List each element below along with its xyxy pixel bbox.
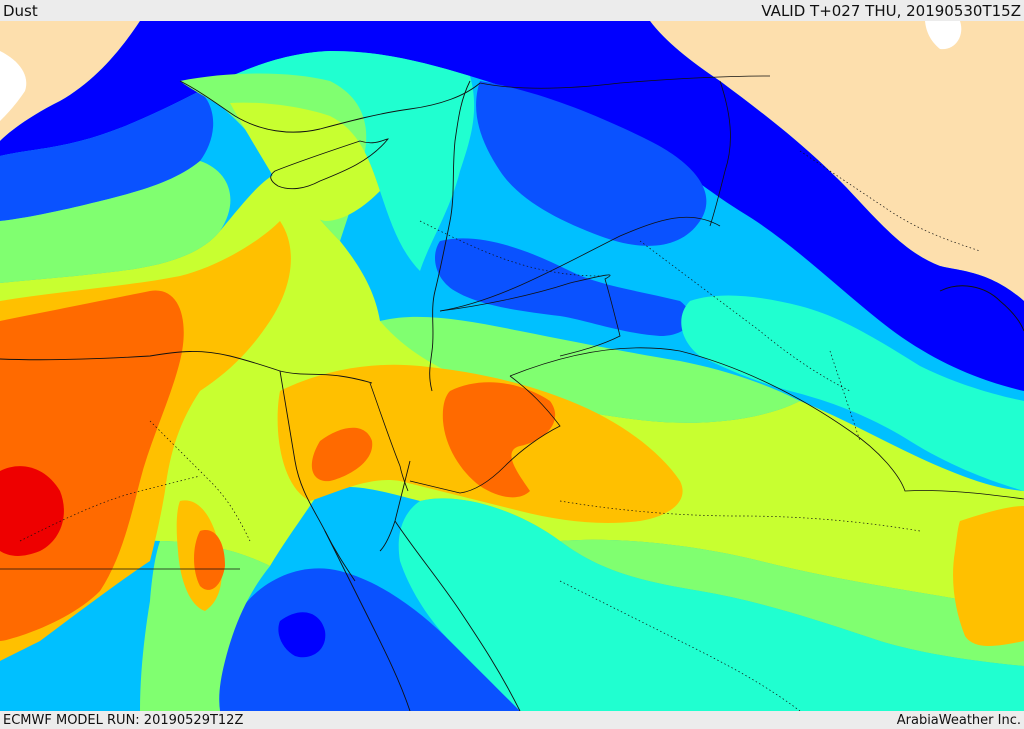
dust-map-canvas — [0, 21, 1024, 711]
contour-green-west-band — [0, 161, 231, 283]
contour-orange-central — [442, 382, 556, 498]
contour-cyan-belt-north — [200, 51, 475, 271]
border-saudi-iraq — [509, 347, 1024, 500]
contour-green-central-band — [380, 316, 800, 423]
contour-blue-west-band — [0, 91, 214, 221]
contour-orange-sinai — [311, 427, 373, 482]
contour-blue-north-lobe — [476, 81, 707, 246]
contour-cyan-east-band — [681, 295, 1024, 491]
province-line-8 — [829, 350, 861, 442]
border-saudi-jordan — [409, 375, 561, 494]
outside-sea-east — [925, 21, 962, 50]
contour-deep-blue-north — [0, 21, 1024, 391]
contour-deep-blue-south — [218, 568, 521, 711]
contour-cyan-south-belt — [398, 498, 1024, 711]
border-turkey-syria — [479, 75, 771, 89]
contour-red-core — [0, 466, 64, 556]
province-borders — [19, 150, 981, 711]
red-sea-east — [394, 520, 521, 711]
egypt-north-coast — [0, 351, 373, 384]
outside-sea-west — [0, 51, 27, 121]
border-saudi-syria-east — [439, 216, 721, 312]
turkey-coast — [179, 80, 481, 133]
credit-label: ArabiaWeather Inc. — [896, 712, 1021, 728]
contour-yellowgreen-north — [230, 102, 380, 221]
border-syria-jordan — [439, 274, 621, 357]
levant-coast — [429, 80, 471, 392]
dust-map[interactable] — [0, 21, 1024, 711]
red-sea-west — [324, 530, 411, 711]
province-line-5 — [799, 150, 981, 252]
contour-amber-east — [953, 506, 1024, 646]
gulf-suez — [279, 370, 356, 582]
contour-blue-central-lobe — [435, 238, 691, 336]
model-run-label: ECMWF MODEL RUN: 20190529T12Z — [3, 712, 244, 728]
province-line-3 — [559, 500, 921, 532]
outside-west-corner — [0, 21, 140, 141]
contour-deep-blue-south-core — [278, 612, 326, 658]
border-egypt-sinai — [369, 382, 409, 492]
contour-green-southwest — [140, 541, 270, 711]
caspian-coast — [939, 285, 1024, 332]
contour-green-south-east — [560, 539, 1024, 666]
border-iraq-iran — [709, 80, 731, 227]
header-bar: Dust VALID T+027 THU, 20190530T15Z — [0, 0, 1024, 21]
coastlines — [0, 80, 1024, 711]
product-title: Dust — [3, 1, 38, 20]
province-line-2 — [19, 475, 201, 542]
country-borders — [0, 75, 1024, 570]
contour-orange-west — [0, 290, 184, 641]
province-line-1 — [149, 420, 251, 542]
contour-orange-southwest — [194, 530, 225, 590]
footer-bar: ECMWF MODEL RUN: 20190529T12Z ArabiaWeat… — [0, 711, 1024, 729]
outside-land-east — [650, 21, 1024, 301]
valid-time-label: VALID T+027 THU, 20190530T15Z — [761, 1, 1021, 20]
province-line-6 — [559, 580, 801, 711]
cyprus-coast — [270, 138, 389, 190]
